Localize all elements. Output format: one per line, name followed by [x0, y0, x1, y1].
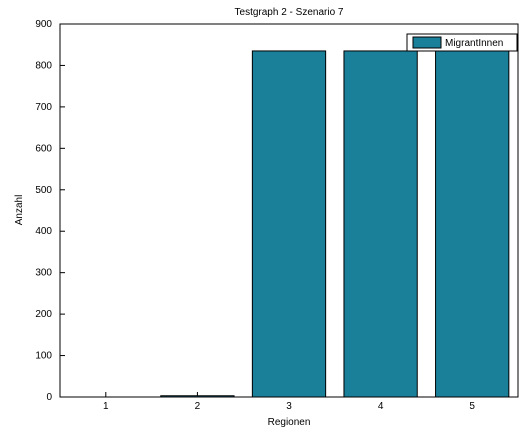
chart-title: Testgraph 2 - Szenario 7	[235, 7, 344, 18]
y-tick-label: 800	[35, 60, 52, 71]
y-tick-label: 700	[35, 102, 52, 113]
legend-label: MigrantInnen	[445, 38, 503, 49]
x-tick-label: 4	[378, 401, 384, 412]
y-tick-label: 0	[46, 392, 52, 403]
x-tick-label: 1	[103, 401, 109, 412]
y-tick-label: 100	[35, 351, 52, 362]
y-tick-label: 200	[35, 309, 52, 320]
y-tick-label: 900	[35, 19, 52, 30]
y-tick-label: 500	[35, 185, 52, 196]
bar-series	[160, 50, 510, 398]
x-tick-label: 5	[469, 401, 475, 412]
x-axis-label: Regionen	[268, 417, 311, 428]
x-tick-label: 2	[195, 401, 201, 412]
legend-swatch	[412, 36, 442, 49]
y-tick-label: 400	[35, 226, 52, 237]
y-tick-label: 600	[35, 143, 52, 154]
legend: MigrantInnen	[406, 33, 518, 52]
x-tick-label: 3	[286, 401, 292, 412]
y-axis: 0 100 200 300 400 500 600 700 800 900	[35, 19, 65, 403]
bar	[343, 50, 418, 398]
bar	[160, 395, 235, 398]
bar	[251, 50, 327, 398]
bar	[435, 50, 510, 398]
y-axis-label: Anzahl	[14, 195, 25, 226]
y-tick-label: 300	[35, 268, 52, 279]
